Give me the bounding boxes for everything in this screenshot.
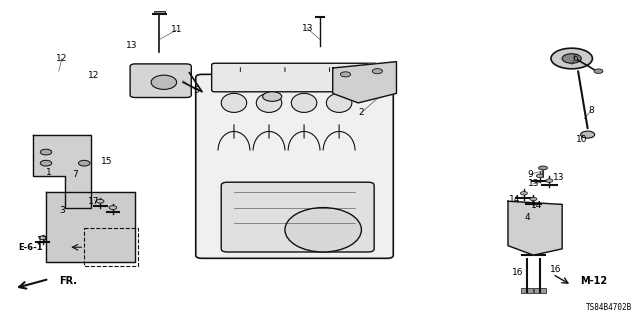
Ellipse shape xyxy=(40,149,52,155)
FancyBboxPatch shape xyxy=(212,63,378,92)
Text: 13: 13 xyxy=(553,173,564,182)
Text: TS84B4702B: TS84B4702B xyxy=(586,303,632,312)
Ellipse shape xyxy=(539,166,547,170)
Ellipse shape xyxy=(520,192,527,195)
Text: 14: 14 xyxy=(531,202,542,211)
Ellipse shape xyxy=(40,160,52,166)
Ellipse shape xyxy=(594,69,603,73)
Ellipse shape xyxy=(580,131,595,138)
Text: 12: 12 xyxy=(56,54,68,63)
Text: M-12: M-12 xyxy=(580,276,607,286)
Ellipse shape xyxy=(291,93,317,112)
Ellipse shape xyxy=(151,75,177,89)
Text: 15: 15 xyxy=(100,157,112,166)
Text: 17: 17 xyxy=(88,197,100,206)
Text: 11: 11 xyxy=(171,25,182,35)
Ellipse shape xyxy=(39,236,47,240)
FancyBboxPatch shape xyxy=(196,74,394,258)
Ellipse shape xyxy=(97,199,104,203)
Text: FR.: FR. xyxy=(59,276,77,285)
Text: E-6-1: E-6-1 xyxy=(18,243,42,252)
Text: 6: 6 xyxy=(572,54,578,63)
Polygon shape xyxy=(333,62,396,103)
Text: 5: 5 xyxy=(193,86,198,95)
Text: 13: 13 xyxy=(301,24,313,33)
FancyBboxPatch shape xyxy=(130,64,191,98)
Polygon shape xyxy=(33,135,91,208)
Polygon shape xyxy=(508,201,562,255)
Ellipse shape xyxy=(546,179,553,182)
Ellipse shape xyxy=(536,174,543,178)
Ellipse shape xyxy=(285,208,362,252)
Ellipse shape xyxy=(256,93,282,112)
Text: 2: 2 xyxy=(358,108,364,117)
Ellipse shape xyxy=(551,48,593,69)
Ellipse shape xyxy=(340,72,351,77)
Text: 4: 4 xyxy=(524,212,530,221)
Ellipse shape xyxy=(530,197,537,201)
Ellipse shape xyxy=(221,93,246,112)
Ellipse shape xyxy=(326,93,352,112)
Text: 7: 7 xyxy=(72,170,77,179)
Text: 12: 12 xyxy=(88,71,99,80)
Text: 16: 16 xyxy=(512,268,524,277)
Ellipse shape xyxy=(372,69,383,74)
Ellipse shape xyxy=(262,92,282,101)
Text: 13: 13 xyxy=(126,41,138,50)
Text: 8: 8 xyxy=(588,106,594,115)
Text: 16: 16 xyxy=(550,265,561,274)
Ellipse shape xyxy=(562,54,581,63)
FancyBboxPatch shape xyxy=(221,182,374,252)
Ellipse shape xyxy=(109,206,116,210)
FancyBboxPatch shape xyxy=(522,288,533,292)
Text: 3: 3 xyxy=(59,206,65,215)
Text: 17: 17 xyxy=(37,236,49,245)
Bar xyxy=(84,228,138,266)
Text: 13: 13 xyxy=(528,179,540,188)
Text: 9: 9 xyxy=(527,170,533,179)
Text: 14: 14 xyxy=(509,195,520,204)
Text: 1: 1 xyxy=(46,168,52,177)
FancyBboxPatch shape xyxy=(534,288,545,292)
Text: 10: 10 xyxy=(575,135,587,144)
Ellipse shape xyxy=(79,160,90,166)
FancyBboxPatch shape xyxy=(154,11,164,14)
Polygon shape xyxy=(46,192,135,261)
